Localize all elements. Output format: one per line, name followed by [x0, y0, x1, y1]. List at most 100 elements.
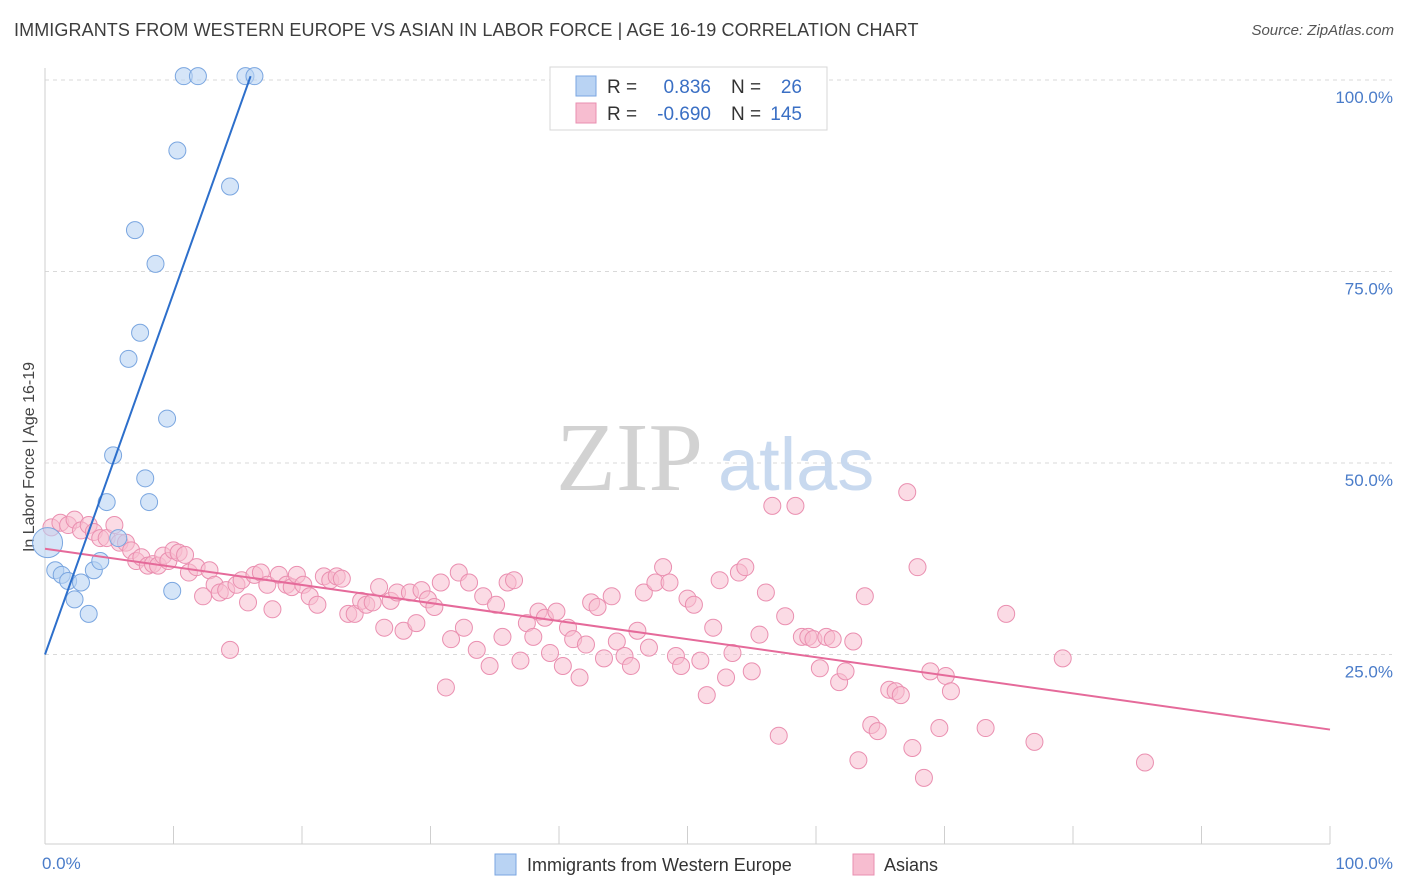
asians-point-124: [810, 659, 829, 678]
asians-point-74: [493, 627, 512, 646]
asians-point-83: [547, 602, 566, 621]
asians-point-64: [431, 573, 450, 592]
y-axis-label: In Labor Force | Age 16-19: [21, 362, 38, 552]
legend-n-value-1: 26: [781, 77, 802, 98]
asians-point-109: [710, 571, 729, 590]
asians-point-148: [1053, 649, 1072, 668]
asians-point-146: [997, 604, 1016, 623]
asians-point-90: [588, 598, 607, 617]
asians-point-131: [855, 587, 874, 606]
western-europe-point-18: [158, 409, 177, 428]
asians-point-54: [370, 578, 389, 597]
chart-title: IMMIGRANTS FROM WESTERN EUROPE VS ASIAN …: [14, 20, 919, 40]
series-legend: Immigrants from Western Europe Asians: [494, 853, 938, 876]
asians-point-98: [639, 638, 658, 657]
legend-r-value-2: -0.690: [657, 104, 711, 125]
asians-point-110: [717, 668, 736, 687]
asians-point-118: [769, 726, 788, 745]
asians-point-95: [621, 656, 640, 675]
legend-r-label-2: R =: [607, 104, 637, 125]
asians-point-119: [776, 607, 795, 626]
asians-point-116: [756, 583, 775, 602]
y-tick-label-50: 50.0%: [1345, 471, 1393, 490]
western-europe-point-19: [163, 581, 182, 600]
asians-point-37: [263, 600, 282, 619]
asians-point-25: [194, 587, 213, 606]
asians-point-115: [750, 625, 769, 644]
y-tick-labels: 25.0% 50.0% 75.0% 100.0%: [1335, 88, 1393, 682]
western-europe-points: [32, 67, 264, 623]
western-europe-point-5: [71, 573, 90, 592]
asians-point-93: [607, 632, 626, 651]
western-europe-point-13: [125, 221, 144, 240]
asians-point-33: [239, 593, 258, 612]
x-tick-label-0: 0.0%: [42, 854, 81, 873]
asians-point-55: [375, 618, 394, 637]
legend-r-value-1: 0.836: [663, 77, 711, 98]
asians-point-79: [524, 627, 543, 646]
asians-point-128: [836, 662, 855, 681]
asians-point-69: [460, 573, 479, 592]
asians-point-88: [576, 635, 595, 654]
y-tick-label-25: 25.0%: [1345, 663, 1393, 682]
asians-point-106: [691, 651, 710, 670]
western-europe-point-22: [188, 67, 207, 86]
asians-point-107: [697, 686, 716, 705]
asians-point-147: [1025, 732, 1044, 751]
western-europe-point-6: [79, 604, 98, 623]
asians-point-145: [976, 719, 995, 738]
bottom-legend-label-1: Immigrants from Western Europe: [527, 855, 792, 875]
asians-point-72: [480, 656, 499, 675]
legend-r-label-1: R =: [607, 77, 637, 98]
asians-point-113: [736, 558, 755, 577]
asians-point-140: [914, 768, 933, 787]
legend-swatch-pink: [575, 102, 597, 124]
bottom-legend-swatch-blue: [494, 853, 517, 876]
watermark-atlas: atlas: [718, 423, 874, 506]
asians-point-71: [474, 587, 493, 606]
asians-point-48: [332, 569, 351, 588]
asians-point-144: [941, 682, 960, 701]
asians-points: [42, 483, 1154, 787]
asians-point-22: [176, 545, 195, 564]
western-europe-trend-line: [44, 75, 252, 655]
asians-point-103: [672, 656, 691, 675]
western-europe-point-14: [131, 323, 150, 342]
asians-point-117: [763, 496, 782, 515]
asians-point-111: [723, 643, 742, 662]
western-europe-point-23: [221, 177, 240, 196]
correlation-legend: R = 0.836 N = 26 R = -0.690 N = 145: [549, 66, 828, 131]
asians-point-105: [684, 595, 703, 614]
legend-n-value-2: 145: [770, 104, 802, 125]
asians-point-137: [898, 483, 917, 502]
asians-point-108: [704, 618, 723, 637]
asians-point-65: [436, 678, 455, 697]
asians-point-76: [505, 571, 524, 590]
western-europe-point-17: [146, 254, 165, 273]
asians-point-60: [407, 614, 426, 633]
western-europe-point-25: [245, 67, 264, 86]
asians-trend-line: [44, 547, 1331, 731]
watermark-zip: ZIP: [556, 404, 703, 512]
asians-point-92: [602, 587, 621, 606]
asians-point-141: [921, 662, 940, 681]
western-europe-point-12: [119, 349, 138, 368]
asians-point-77: [511, 651, 530, 670]
asians-point-63: [425, 598, 444, 617]
western-europe-point-15: [136, 469, 155, 488]
western-europe-point-11: [109, 529, 128, 548]
x-tick-label-100: 100.0%: [1335, 854, 1393, 873]
legend-swatch-blue: [575, 75, 597, 97]
asians-point-68: [454, 618, 473, 637]
western-europe-point-4: [65, 590, 84, 609]
asians-point-120: [786, 496, 805, 515]
bottom-legend-label-2: Asians: [884, 855, 938, 875]
western-europe-point-20: [168, 141, 187, 160]
asians-point-149: [1135, 753, 1154, 772]
y-tick-label-75: 75.0%: [1345, 280, 1393, 299]
asians-point-44: [308, 595, 327, 614]
y-tick-label-100: 100.0%: [1335, 88, 1393, 107]
source-credit: Source: ZipAtlas.com: [1251, 22, 1394, 39]
asians-point-101: [660, 573, 679, 592]
